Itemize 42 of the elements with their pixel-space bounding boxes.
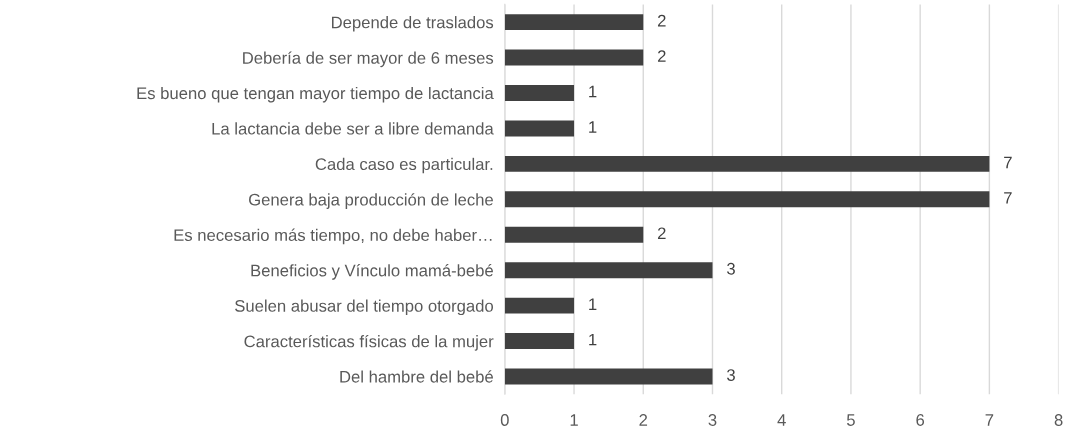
x-tick-label: 2	[639, 414, 648, 426]
x-tick-label: 5	[846, 414, 855, 426]
data-label: 2	[657, 14, 666, 27]
bar	[504, 297, 575, 314]
bar	[504, 85, 575, 101]
y-tick-label: Características físicas de la mujer	[244, 334, 494, 351]
data-label: 1	[589, 85, 597, 98]
data-label: 2	[657, 227, 666, 240]
y-tick-label: Depende de traslados	[332, 16, 494, 32]
bar	[504, 226, 644, 243]
data-label: 1	[589, 298, 597, 310]
data-label: 1	[589, 121, 597, 133]
x-tick-label: 4	[777, 414, 786, 426]
data-label: 7	[1004, 156, 1012, 169]
x-tick-label: 1	[570, 414, 578, 426]
y-tick-label: Genera baja producción de leche	[249, 193, 493, 209]
y-tick-label: Es bueno que tengan mayor tiempo de lactancia	[137, 86, 494, 103]
y-tick-label: Beneficios y Vínculo mamá-bebé	[251, 264, 493, 280]
data-label: 2	[657, 50, 666, 62]
bar	[504, 49, 644, 66]
x-tick-label: 0	[500, 414, 509, 426]
y-tick-label: Suelen abusar del tiempo otorgado	[235, 299, 494, 316]
bar	[504, 155, 990, 172]
x-tick-label: 8	[1054, 414, 1063, 426]
y-tick-label: Es necesario más tiempo, no debe haber…	[174, 228, 492, 245]
bar	[504, 368, 713, 385]
bar	[504, 333, 575, 350]
y-tick-label: Cada caso es particular.	[315, 157, 493, 174]
x-tick-label: 7	[985, 414, 994, 426]
y-tick-label: Del hambre del bebé	[340, 370, 493, 383]
data-label: 7	[1004, 192, 1012, 204]
bar	[504, 262, 713, 279]
data-label: 3	[727, 262, 735, 275]
data-label: 3	[727, 369, 735, 381]
bar	[504, 14, 644, 31]
bar	[504, 191, 990, 208]
data-label: 1	[589, 333, 597, 346]
bar	[504, 120, 575, 137]
x-tick-label: 6	[916, 414, 925, 426]
y-tick-label: Debería de ser mayor de 6 meses	[243, 51, 494, 68]
y-tick-label: La lactancia debe ser a libre demanda	[212, 122, 494, 135]
x-tick-label: 3	[708, 414, 717, 426]
